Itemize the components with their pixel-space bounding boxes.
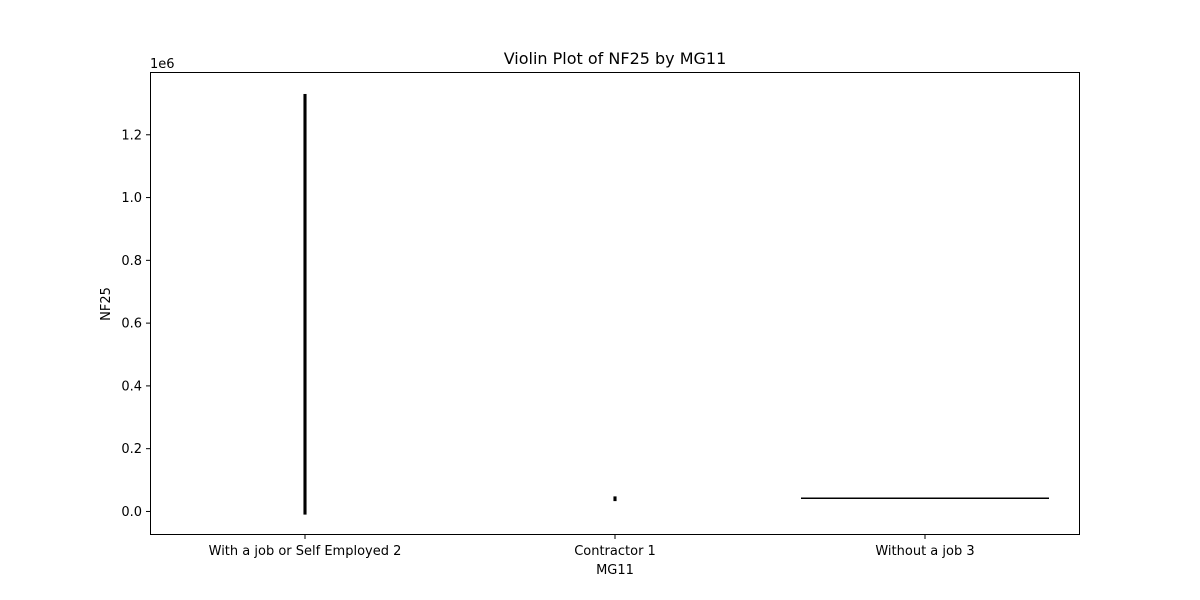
y-tick-label: 0.0 <box>121 505 142 520</box>
x-axis: With a job or Self Employed 2 Contractor … <box>209 535 975 559</box>
y-axis: 0.0 0.2 0.4 0.6 0.8 1.0 1.2 <box>121 128 150 520</box>
x-tick-label: Contractor 1 <box>574 544 656 559</box>
x-tick-label: Without a job 3 <box>875 544 974 559</box>
y-tick-label: 0.4 <box>121 379 142 394</box>
y-axis-scale-label: 1e6 <box>150 57 175 72</box>
x-tick-label: With a job or Self Employed 2 <box>209 544 402 559</box>
violin-body <box>303 93 307 515</box>
y-tick-label: 0.6 <box>121 317 142 332</box>
y-tick-label: 1.0 <box>121 191 142 206</box>
plot-area-frame <box>150 72 1080 535</box>
y-tick-label: 0.8 <box>121 254 142 269</box>
y-tick-label: 1.2 <box>121 128 142 143</box>
chart-title: Violin Plot of NF25 by MG11 <box>504 49 727 68</box>
y-tick-label: 0.2 <box>121 442 142 457</box>
y-axis-title: NF25 <box>99 287 114 321</box>
x-axis-title: MG11 <box>596 563 634 578</box>
violin-series <box>303 93 1049 515</box>
violin-body <box>613 496 617 502</box>
